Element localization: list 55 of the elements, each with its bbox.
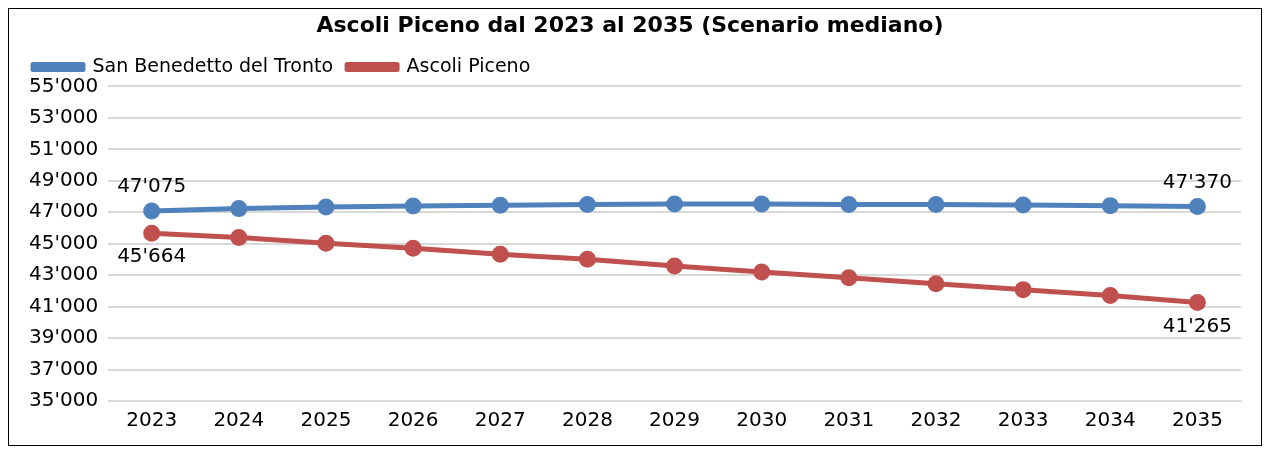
point: [666, 257, 684, 275]
point: [1101, 287, 1119, 305]
x-tick-label: 2023: [126, 407, 178, 432]
point: [143, 224, 161, 242]
x-tick-label: 2026: [387, 407, 439, 432]
point: [578, 196, 596, 214]
y-tick-label: 41'000: [29, 292, 99, 317]
point: [840, 196, 858, 214]
y-tick-label: 45'000: [29, 229, 99, 254]
point: [1014, 196, 1032, 214]
point: [1188, 197, 1206, 215]
x-tick-label: 2025: [300, 407, 352, 432]
y-tick-label: 37'000: [29, 355, 99, 380]
y-tick-label: 49'000: [29, 166, 99, 191]
chart-title: Ascoli Piceno dal 2023 al 2035 (Scenario mediano): [316, 11, 944, 37]
x-tick-label: 2035: [1171, 407, 1223, 432]
y-tick-label: 39'000: [29, 324, 99, 349]
data-label: 45'664: [117, 243, 187, 268]
point: [317, 234, 335, 252]
y-tick-label: 35'000: [29, 387, 99, 412]
point: [666, 195, 684, 213]
point: [491, 196, 509, 214]
y-tick-label: 47'000: [29, 198, 99, 223]
point: [1101, 197, 1119, 215]
point: [753, 263, 771, 281]
data-label: 47'370: [1162, 168, 1232, 193]
point: [491, 245, 509, 263]
data-label: 41'265: [1162, 312, 1232, 337]
data-label: 47'075: [117, 173, 187, 198]
x-tick-label: 2032: [910, 407, 962, 432]
point: [143, 202, 161, 220]
point: [753, 195, 771, 213]
point: [927, 196, 945, 214]
legend-label: Ascoli Piceno: [406, 53, 531, 76]
x-tick-label: 2029: [649, 407, 701, 432]
x-tick-label: 2030: [736, 407, 788, 432]
point: [230, 228, 248, 246]
y-tick-label: 43'000: [29, 261, 99, 286]
point: [1014, 281, 1032, 299]
point: [840, 269, 858, 287]
x-tick-label: 2031: [823, 407, 875, 432]
point: [404, 239, 422, 257]
point: [927, 275, 945, 293]
point: [404, 197, 422, 215]
x-tick-label: 2028: [561, 407, 613, 432]
y-tick-label: 53'000: [29, 104, 99, 129]
x-tick-label: 2024: [213, 407, 265, 432]
point: [317, 198, 335, 216]
point: [578, 250, 596, 268]
x-tick-label: 2034: [1084, 407, 1136, 432]
point: [1188, 293, 1206, 311]
y-tick-label: 51'000: [29, 135, 99, 160]
x-tick-label: 2033: [997, 407, 1049, 432]
point: [230, 200, 248, 218]
x-tick-label: 2027: [474, 407, 526, 432]
